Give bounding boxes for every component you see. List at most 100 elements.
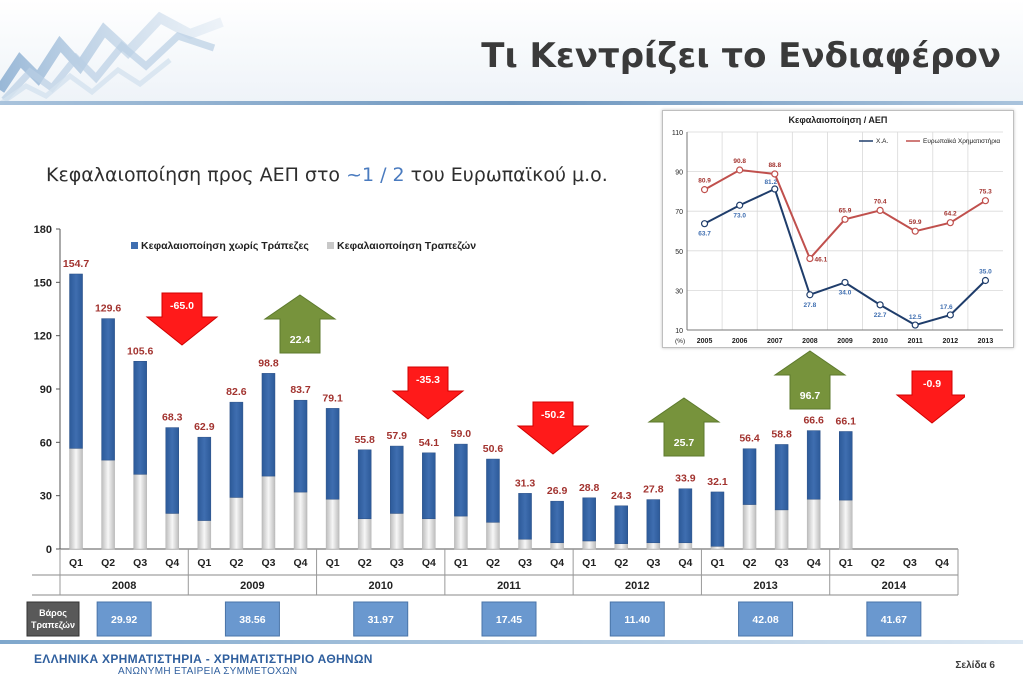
inset-data-label: 81.2 (764, 179, 777, 186)
bar-total-label: 31.3 (515, 477, 536, 489)
bar-total-label: 59.0 (451, 428, 472, 440)
x-tick-label: Q2 (229, 557, 243, 569)
year-label: 2011 (497, 580, 521, 592)
x-tick-label: Q3 (518, 557, 532, 569)
bar-banks (197, 520, 212, 550)
x-tick-label: Q1 (197, 557, 211, 569)
inset-data-label: 27.8 (804, 302, 817, 309)
bar-ex-banks (422, 452, 436, 520)
arrow-label: -0.9 (923, 378, 941, 390)
x-tick-label: Q4 (165, 557, 179, 569)
bar-ex-banks (550, 500, 564, 544)
inset-data-label: 65.9 (839, 207, 852, 214)
y-tick-label: 90 (40, 384, 52, 396)
page-title: Τι Κεντρίζει το Ενδιαφέρον (481, 36, 1001, 76)
bar-ex-banks (325, 408, 340, 500)
inset-data-point (981, 276, 990, 285)
x-tick-label: Q3 (133, 557, 147, 569)
bar-ex-banks (101, 318, 115, 461)
weight-box (609, 601, 665, 637)
x-tick-label: Q3 (903, 557, 917, 569)
bar-ex-banks (486, 458, 500, 523)
inset-data-point (981, 197, 990, 205)
year-label: 2013 (753, 580, 777, 592)
inset-x-tick-label: 2005 (697, 338, 713, 345)
inset-data-point (736, 201, 744, 209)
inset-data-point (841, 215, 849, 223)
bar-banks (614, 543, 628, 550)
bar-ex-banks (229, 401, 244, 498)
weight-box (738, 601, 794, 637)
bar-banks (261, 475, 276, 550)
bar-total-label: 28.8 (579, 482, 600, 494)
logo-graphic (0, 11, 224, 105)
inset-y-tick-label: 90 (675, 170, 683, 177)
inset-data-label: 70.4 (874, 198, 887, 205)
bar-banks (550, 542, 564, 550)
bar-ex-banks (293, 399, 308, 493)
footer-divider (0, 640, 1023, 644)
weight-value: 31.97 (368, 614, 394, 626)
inset-x-tick-label: 2006 (732, 338, 748, 345)
arrow-up-icon (773, 350, 847, 410)
inset-legend-label-eu: Ευρωπαϊκά Χρηματιστήρια (923, 137, 1000, 145)
inset-x-tick-label: 2010 (872, 338, 888, 345)
inset-data-point (876, 301, 884, 309)
inset-y-tick-label: 50 (675, 249, 683, 256)
inset-data-label: 34.0 (839, 289, 852, 296)
inset-x-tick-label: 2008 (802, 338, 818, 345)
inset-line-chart-frame: Κεφαλαιοποίηση / ΑΕΠ 10 30 50 70 90 110 (%) 2005… (662, 110, 1014, 348)
header-divider (0, 101, 1023, 105)
weight-value: 29.92 (111, 614, 137, 626)
inset-data-label: 88.8 (768, 162, 781, 169)
year-label: 2014 (882, 580, 907, 592)
bar-ex-banks (839, 431, 853, 501)
bar-ex-banks (454, 443, 468, 517)
inset-data-label: 46.1 (815, 257, 828, 264)
bar-ex-banks (197, 436, 212, 521)
arrow-label: -35.3 (416, 374, 440, 386)
bar-total-label: 33.9 (675, 473, 696, 485)
bar-total-label: 27.8 (643, 484, 664, 496)
inset-x-tick-label: 2011 (908, 338, 923, 345)
x-tick-label: Q4 (935, 557, 949, 569)
inset-data-label: 90.8 (733, 158, 746, 165)
bar-banks (293, 491, 308, 550)
year-label: 2009 (240, 580, 264, 592)
inset-legend-label-xa: Χ.Α. (876, 138, 888, 145)
bar-banks (325, 498, 340, 550)
bar-total-label: 24.3 (611, 490, 632, 502)
bar-banks (742, 504, 757, 550)
inset-data-point (700, 220, 709, 228)
bar-total-label: 50.6 (483, 443, 504, 455)
bar-ex-banks (646, 499, 661, 544)
inset-data-point (806, 254, 814, 263)
x-tick-label: Q2 (871, 557, 885, 569)
inset-data-point (700, 186, 709, 194)
bar-total-label: 66.1 (836, 415, 857, 427)
bar-total-label: 105.6 (127, 345, 153, 357)
arrow-down-icon (895, 370, 965, 424)
weights-header-box (26, 601, 80, 637)
weight-value: 42.08 (752, 614, 778, 626)
weight-box (224, 601, 280, 637)
subtitle-text: Κεφαλαιοποίηση προς ΑΕΠ στο (46, 164, 347, 186)
bar-banks (774, 509, 789, 550)
x-tick-label: Q2 (101, 557, 115, 569)
x-tick-label: Q2 (358, 557, 372, 569)
weight-box (866, 601, 922, 637)
main-stacked-bar-chart: 0 30 60 90 120 150 180 154.7 Q1 129.6 Q2 105.6 Q3 68.… (26, 224, 965, 637)
arrow-label: 22.4 (290, 334, 311, 346)
inset-data-point (806, 291, 814, 299)
inset-data-label: 35.0 (979, 269, 992, 276)
inset-title: Κεφαλαιοποίηση / ΑΕΠ (789, 115, 888, 125)
header-band (0, 0, 1023, 103)
x-tick-label: Q2 (614, 557, 628, 569)
bar-total-label: 58.8 (771, 428, 792, 440)
bar-total-label: 66.6 (803, 415, 824, 427)
arrow-down-icon (145, 292, 219, 346)
bar-ex-banks (261, 373, 276, 477)
arrow-label: 25.7 (674, 437, 695, 449)
y-tick-label: 0 (46, 544, 52, 556)
bar-banks (69, 448, 83, 550)
